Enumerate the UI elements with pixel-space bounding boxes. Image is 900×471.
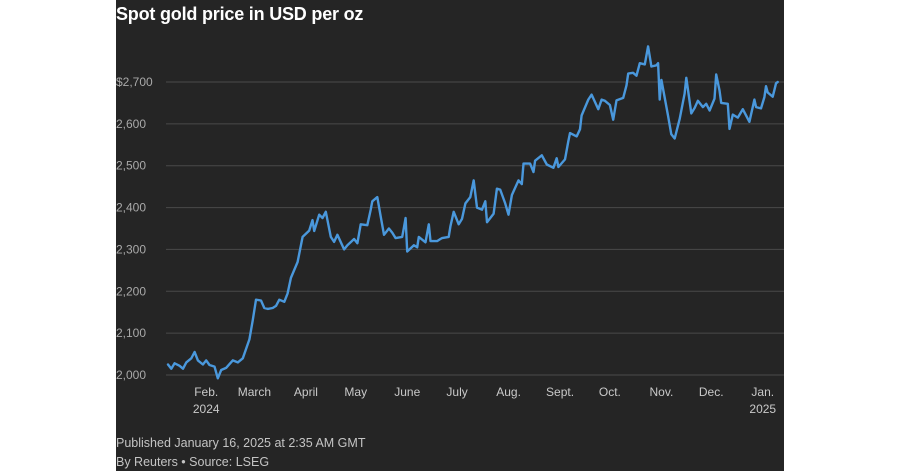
y-tick-label: 2,400 (116, 201, 146, 215)
y-tick-label: 2,200 (116, 284, 146, 298)
chart-plot: 2,000 2,100 2,200 2,300 2,400 2,500 2,600 $2,70… (116, 45, 784, 416)
x-axis-labels: Feb. 2024 March April May June July Aug. Sept. Oc… (193, 385, 777, 416)
x-tick-label: May (344, 385, 367, 399)
published-timestamp: Published January 16, 2025 at 2:35 AM GM… (116, 436, 366, 450)
y-tick-label: 2,600 (116, 117, 146, 131)
x-tick-label: Sept. (546, 385, 574, 399)
x-tick-label: July (446, 385, 467, 399)
x-tick-label: March (238, 385, 271, 399)
x-tick-label: Jan. (751, 385, 774, 399)
series-line (166, 45, 779, 380)
x-tick-year-label: 2024 (193, 402, 220, 416)
y-tick-label: $2,700 (116, 75, 153, 89)
y-tick-label: 2,000 (116, 368, 146, 382)
y-tick-label: 2,100 (116, 326, 146, 340)
chart-card: Spot gold price in USD per oz 2,000 2,100… (116, 0, 784, 471)
x-tick-label: Feb. (194, 385, 218, 399)
x-tick-label: Dec. (699, 385, 724, 399)
y-tick-label: 2,500 (116, 159, 146, 173)
gridlines (166, 81, 784, 376)
x-tick-label: Nov. (650, 385, 674, 399)
x-tick-label: Oct. (599, 385, 621, 399)
x-tick-label: Aug. (496, 385, 521, 399)
x-tick-year-label: 2025 (749, 402, 776, 416)
chart-title: Spot gold price in USD per oz (116, 4, 364, 24)
x-tick-label: April (294, 385, 318, 399)
x-tick-label: June (394, 385, 420, 399)
y-tick-label: 2,300 (116, 242, 146, 256)
byline-source: By Reuters • Source: LSEG (116, 455, 270, 469)
y-axis-labels: 2,000 2,100 2,200 2,300 2,400 2,500 2,600 $2,70… (116, 75, 153, 382)
